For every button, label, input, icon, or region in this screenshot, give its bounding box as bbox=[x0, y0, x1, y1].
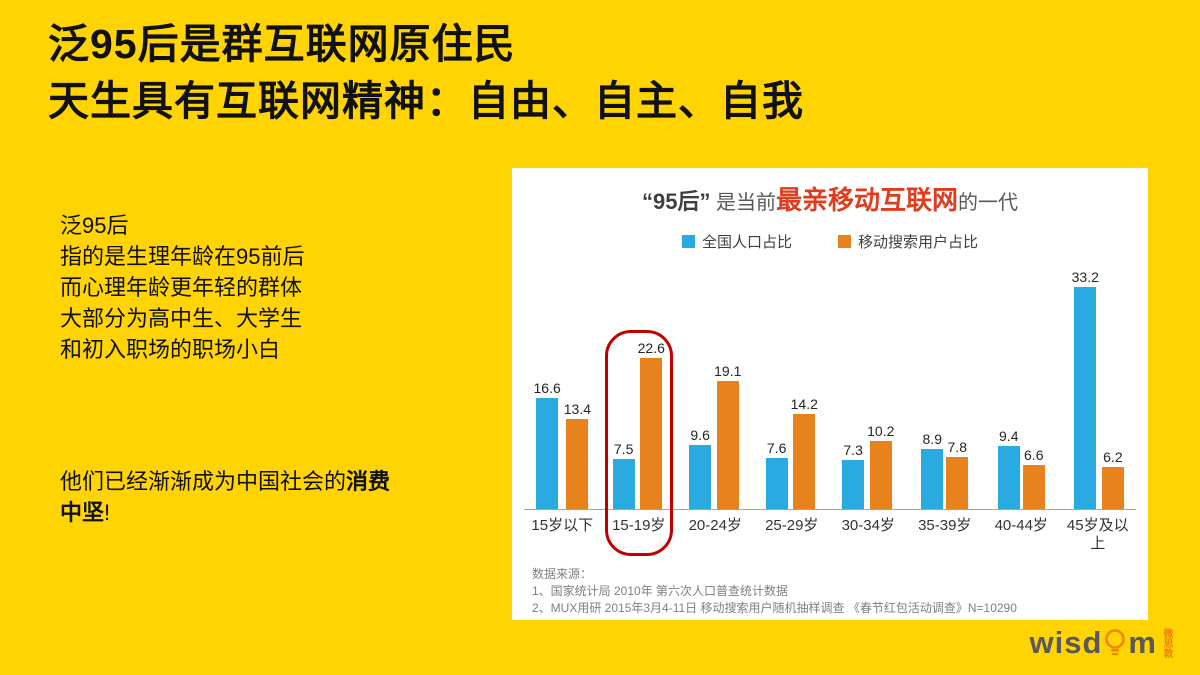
bar bbox=[536, 398, 559, 509]
bar-value-label: 19.1 bbox=[714, 363, 742, 379]
bar-value-label: 8.9 bbox=[922, 431, 942, 447]
bar-value-label: 7.8 bbox=[947, 439, 967, 455]
category-label: 25-29岁 bbox=[765, 517, 819, 534]
legend-item: 全国人口占比 bbox=[681, 231, 792, 252]
page-title-line1: 泛95后是群互联网原住民 bbox=[48, 21, 516, 67]
category-label: 35-39岁 bbox=[918, 517, 972, 534]
category-label: 40-44岁 bbox=[994, 517, 1048, 534]
bar-pair: 16.6 13.4 bbox=[524, 260, 601, 510]
chart-title-quote: “95后” bbox=[641, 189, 711, 214]
page-title-line2: 天生具有互联网精神：自由、自主、自我 bbox=[48, 78, 804, 124]
conclusion-bold: 消费中坚 bbox=[60, 469, 391, 525]
chart-title-suffix: 的一代 bbox=[958, 192, 1019, 214]
lightbulb-icon bbox=[1105, 629, 1126, 656]
bar-value-label: 7.6 bbox=[766, 440, 787, 456]
chart-title-mid: 是当前 bbox=[710, 192, 777, 214]
bar bbox=[1101, 467, 1124, 509]
bar bbox=[566, 419, 589, 509]
bar-value-label: 33.2 bbox=[1071, 269, 1099, 285]
category-label: 30-34岁 bbox=[841, 517, 895, 534]
chart-title-highlight: 最亲移动互联网 bbox=[776, 185, 959, 215]
bar-value-label: 6.2 bbox=[1103, 449, 1123, 465]
chart-legend: 全国人口占比 移动搜索用户占比 bbox=[512, 231, 1148, 252]
wisdom-logo: wisd m 微思敦 bbox=[1030, 625, 1172, 661]
logo-text-after: m bbox=[1128, 625, 1157, 660]
bar-pair: 7.3 10.2 bbox=[830, 260, 907, 510]
bar-value-label: 9.6 bbox=[690, 427, 710, 443]
category-label: 15-19岁 bbox=[612, 517, 666, 534]
legend-swatch bbox=[681, 235, 695, 248]
intro-line: 而心理年龄更年轻的群体 bbox=[60, 275, 303, 300]
bar-group: 7.6 14.2 25-29岁 bbox=[753, 260, 830, 553]
sources-label: 数据来源： bbox=[532, 567, 593, 581]
bar-value-label: 13.4 bbox=[563, 401, 591, 417]
bar-group: 9.4 6.6 40-44岁 bbox=[983, 260, 1060, 553]
bar bbox=[842, 460, 865, 509]
bar bbox=[640, 358, 663, 509]
legend-swatch bbox=[838, 235, 851, 248]
chart-title: “95后” 是当前最亲移动互联网的一代 bbox=[512, 168, 1148, 217]
bar-value-label: 9.4 bbox=[999, 428, 1019, 444]
legend-item: 移动搜索用户占比 bbox=[838, 231, 978, 252]
bar-value-label: 6.6 bbox=[1024, 447, 1044, 463]
bar-group: 9.6 19.1 20-24岁 bbox=[677, 260, 754, 553]
bar bbox=[716, 381, 739, 509]
logo-chinese-name: 微思敦 bbox=[1161, 628, 1172, 658]
bar bbox=[1074, 287, 1097, 509]
bar-pair: 33.2 6.2 bbox=[1059, 260, 1136, 510]
bar-value-label: 7.3 bbox=[843, 442, 863, 458]
bar-pair: 7.5 22.6 bbox=[600, 260, 677, 510]
bar-value-label: 7.5 bbox=[613, 441, 634, 457]
conclusion-prefix: 他们已经渐渐成为中国社会的 bbox=[60, 469, 347, 494]
source-item: 2、MUX用研 2015年3月4-11日 移动搜索用户随机抽样调查 《春节红包活… bbox=[532, 601, 1017, 615]
bar-pair: 8.9 7.8 bbox=[906, 260, 983, 510]
bar bbox=[997, 446, 1020, 509]
category-label: 15岁以下 bbox=[531, 517, 594, 534]
intro-line: 指的是生理年龄在95前后 bbox=[60, 244, 305, 269]
bar bbox=[793, 414, 816, 509]
bar-groups: 16.6 13.4 15岁以下 7.5 22.6 15-19岁 9.6 19.1 20-24岁 7… bbox=[512, 260, 1148, 556]
category-label: 20-24岁 bbox=[688, 517, 742, 534]
source-item: 1、国家统计局 2010年 第六次人口普查统计数据 bbox=[532, 584, 789, 598]
bar bbox=[921, 449, 944, 509]
conclusion-text: 他们已经渐渐成为中国社会的消费中坚! bbox=[60, 466, 395, 528]
bar-group: 8.9 7.8 35-39岁 bbox=[906, 260, 983, 553]
legend-label: 移动搜索用户占比 bbox=[858, 234, 979, 251]
bar-group: 33.2 6.2 45岁及以上 bbox=[1059, 260, 1136, 553]
bar-pair: 7.6 14.2 bbox=[753, 260, 830, 510]
conclusion-suffix: ! bbox=[104, 500, 111, 525]
chart-panel: “95后” 是当前最亲移动互联网的一代 全国人口占比 移动搜索用户占比 16.6 1… bbox=[512, 168, 1148, 620]
bar bbox=[946, 457, 969, 509]
intro-text: 泛95后 指的是生理年龄在95前后 而心理年龄更年轻的群体 大部分为高中生、大学… bbox=[60, 210, 304, 365]
bar bbox=[689, 445, 712, 509]
bar bbox=[1022, 465, 1045, 509]
bar-value-label: 22.6 bbox=[637, 340, 665, 356]
intro-line: 和初入职场的职场小白 bbox=[60, 337, 281, 362]
intro-line: 大部分为高中生、大学生 bbox=[60, 306, 303, 331]
intro-line: 泛95后 bbox=[60, 213, 129, 238]
bar-value-label: 14.2 bbox=[790, 396, 818, 412]
data-sources: 数据来源： 1、国家统计局 2010年 第六次人口普查统计数据 2、MUX用研 … bbox=[512, 566, 1148, 617]
bar-pair: 9.6 19.1 bbox=[677, 260, 754, 510]
bar-value-label: 16.6 bbox=[533, 380, 561, 396]
bar-group: 7.3 10.2 30-34岁 bbox=[830, 260, 907, 553]
category-label: 45岁及以上 bbox=[1066, 517, 1129, 552]
legend-label: 全国人口占比 bbox=[701, 234, 792, 251]
bar bbox=[612, 459, 635, 509]
bar-group: 7.5 22.6 15-19岁 bbox=[600, 260, 677, 556]
bar-value-label: 10.2 bbox=[867, 423, 895, 439]
bar bbox=[765, 458, 788, 509]
bar-pair: 9.4 6.6 bbox=[983, 260, 1060, 510]
logo-text-before: wisd bbox=[1029, 625, 1103, 660]
bar-group: 16.6 13.4 15岁以下 bbox=[524, 260, 601, 553]
bar bbox=[869, 441, 892, 509]
page-title: 泛95后是群互联网原住民天生具有互联网精神：自由、自主、自我 bbox=[48, 16, 804, 130]
